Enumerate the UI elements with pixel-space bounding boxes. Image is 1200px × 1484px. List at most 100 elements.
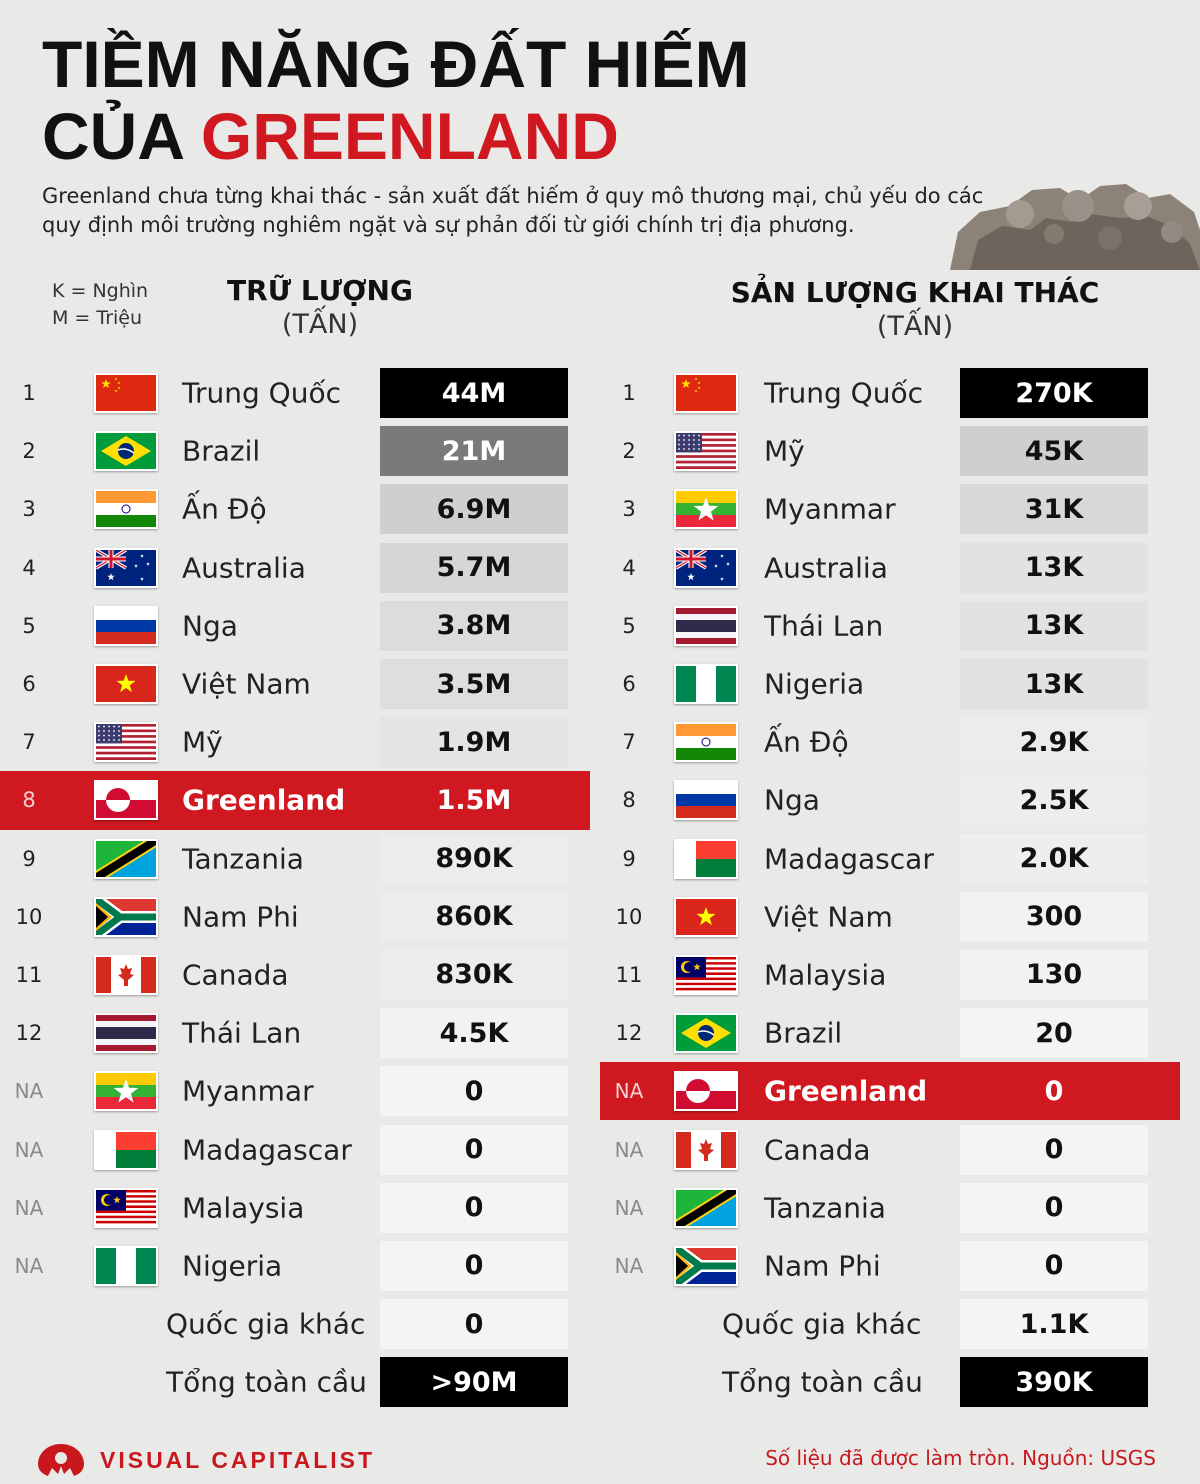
india-flag-icon <box>674 722 738 763</box>
reserves-table: 1 Trung Quốc 44M 2 Brazil 21M 3 Ấn Độ 6.9M 4 Austr… <box>0 364 590 1411</box>
production-row: Quốc gia khác 1.1K <box>582 1295 1200 1353</box>
madagascar-flag-icon <box>674 838 738 879</box>
country-name: Mỹ <box>182 725 223 759</box>
reserves-row: 9 Tanzania 890K <box>0 830 590 888</box>
rank-label: 11 <box>15 962 43 987</box>
value-cell: 21M <box>380 426 568 477</box>
country-name: Brazil <box>182 434 261 468</box>
value-cell: 0 <box>380 1299 568 1350</box>
rank-label: 2 <box>22 439 36 464</box>
value-cell: 1.9M <box>380 717 568 768</box>
rank-label: NA <box>614 1137 644 1162</box>
reserves-header: TRỮ LƯỢNG (TẤN) <box>180 274 460 342</box>
rank-label: 2 <box>622 439 636 464</box>
rank-label: 4 <box>22 555 36 580</box>
southafrica-flag-icon <box>674 1245 738 1286</box>
country-name: Myanmar <box>182 1074 314 1108</box>
madagascar-flag-icon <box>94 1129 158 1170</box>
rank-label: NA <box>14 1137 44 1162</box>
southafrica-flag-icon <box>94 896 158 937</box>
country-name: Nga <box>182 609 238 643</box>
production-row: 7 Ấn Độ 2.9K <box>582 713 1200 771</box>
country-name: Ấn Độ <box>182 492 267 526</box>
country-name: Tanzania <box>764 1191 886 1225</box>
value-cell: 20 <box>960 1008 1148 1059</box>
country-name: Tổng toàn cầu <box>166 1365 367 1399</box>
value-cell: 0 <box>380 1124 568 1175</box>
reserves-row: 10 Nam Phi 860K <box>0 888 590 946</box>
reserves-row: Quốc gia khác 0 <box>0 1295 590 1353</box>
production-row: 11 Malaysia 130 <box>582 946 1200 1004</box>
production-row: NA Nam Phi 0 <box>582 1237 1200 1295</box>
production-row: 3 Myanmar 31K <box>582 480 1200 538</box>
reserves-row: NA Madagascar 0 <box>0 1120 590 1178</box>
rank-label: 9 <box>622 846 636 871</box>
country-name: Nga <box>764 783 820 817</box>
country-name: Nam Phi <box>764 1249 881 1283</box>
country-name: Australia <box>182 551 306 585</box>
country-name: Việt Nam <box>764 900 893 934</box>
value-cell: 2.9K <box>960 717 1148 768</box>
rank-label: 7 <box>622 730 636 755</box>
rank-label: 10 <box>15 904 43 929</box>
brand-name: VISUAL CAPITALIST <box>100 1446 376 1473</box>
myanmar-flag-icon <box>674 489 738 530</box>
reserves-row: 7 Mỹ 1.9M <box>0 713 590 771</box>
value-cell: 270K <box>960 368 1148 419</box>
source-note: Số liệu đã được làm tròn. Nguồn: USGS <box>765 1446 1156 1470</box>
production-row: 10 Việt Nam 300 <box>582 888 1200 946</box>
value-cell: 3.8M <box>380 600 568 651</box>
reserves-row: 4 Australia 5.7M <box>0 539 590 597</box>
rank-label: 10 <box>615 904 643 929</box>
reserves-row: NA Myanmar 0 <box>0 1062 590 1120</box>
value-cell: 830K <box>380 949 568 1000</box>
myanmar-flag-icon <box>94 1071 158 1112</box>
page-title: TIỀM NĂNG ĐẤT HIẾM CỦA GREENLAND <box>42 28 750 172</box>
country-name: Nigeria <box>764 667 865 701</box>
value-cell: 13K <box>960 542 1148 593</box>
reserves-row: 8 Greenland 1.5M <box>0 771 590 830</box>
nigeria-flag-icon <box>94 1245 158 1286</box>
greenland-flag-icon <box>94 780 158 821</box>
value-cell: 0 <box>380 1240 568 1291</box>
production-title: SẢN LƯỢNG KHAI THÁC <box>730 276 1100 309</box>
australia-flag-icon <box>674 547 738 588</box>
country-name: Ấn Độ <box>764 725 849 759</box>
reserves-unit: (TẤN) <box>281 309 359 340</box>
country-name: Tanzania <box>182 842 304 876</box>
country-name: Nam Phi <box>182 900 299 934</box>
title-prefix: CỦA <box>42 99 201 173</box>
value-cell: 300 <box>960 891 1148 942</box>
india-flag-icon <box>94 489 158 530</box>
rank-label: 1 <box>22 381 36 406</box>
nigeria-flag-icon <box>674 664 738 705</box>
value-cell: >90M <box>380 1357 568 1408</box>
visual-capitalist-icon <box>38 1444 84 1476</box>
country-name: Trung Quốc <box>182 376 341 410</box>
country-name: Malaysia <box>182 1191 305 1225</box>
production-table: 1 Trung Quốc 270K 2 Mỹ 45K 3 Myanmar 31K 4 Austral… <box>582 364 1200 1411</box>
country-name: Australia <box>764 551 888 585</box>
value-cell: 890K <box>380 833 568 884</box>
rank-label: 5 <box>622 613 636 638</box>
country-name: Canada <box>182 958 289 992</box>
value-cell: 0 <box>960 1182 1148 1233</box>
country-name: Greenland <box>764 1074 928 1108</box>
russia-flag-icon <box>674 780 738 821</box>
unit-legend: K = Nghìn M = Triệu <box>52 278 148 332</box>
production-row: 5 Thái Lan 13K <box>582 597 1200 655</box>
reserves-row: NA Nigeria 0 <box>0 1237 590 1295</box>
value-cell: 45K <box>960 426 1148 477</box>
rank-label: 8 <box>22 788 36 813</box>
value-cell: 0 <box>1044 1075 1064 1107</box>
reserves-row: 3 Ấn Độ 6.9M <box>0 480 590 538</box>
rank-label: 9 <box>22 846 36 871</box>
rank-label: 12 <box>15 1021 43 1046</box>
title-line-2: CỦA GREENLAND <box>42 100 750 172</box>
production-header: SẢN LƯỢNG KHAI THÁC (TẤN) <box>700 276 1130 344</box>
value-cell: 13K <box>960 659 1148 710</box>
rank-label: 3 <box>22 497 36 522</box>
rank-label: 11 <box>615 962 643 987</box>
production-row: 1 Trung Quốc 270K <box>582 364 1200 422</box>
rank-label: NA <box>14 1079 44 1104</box>
